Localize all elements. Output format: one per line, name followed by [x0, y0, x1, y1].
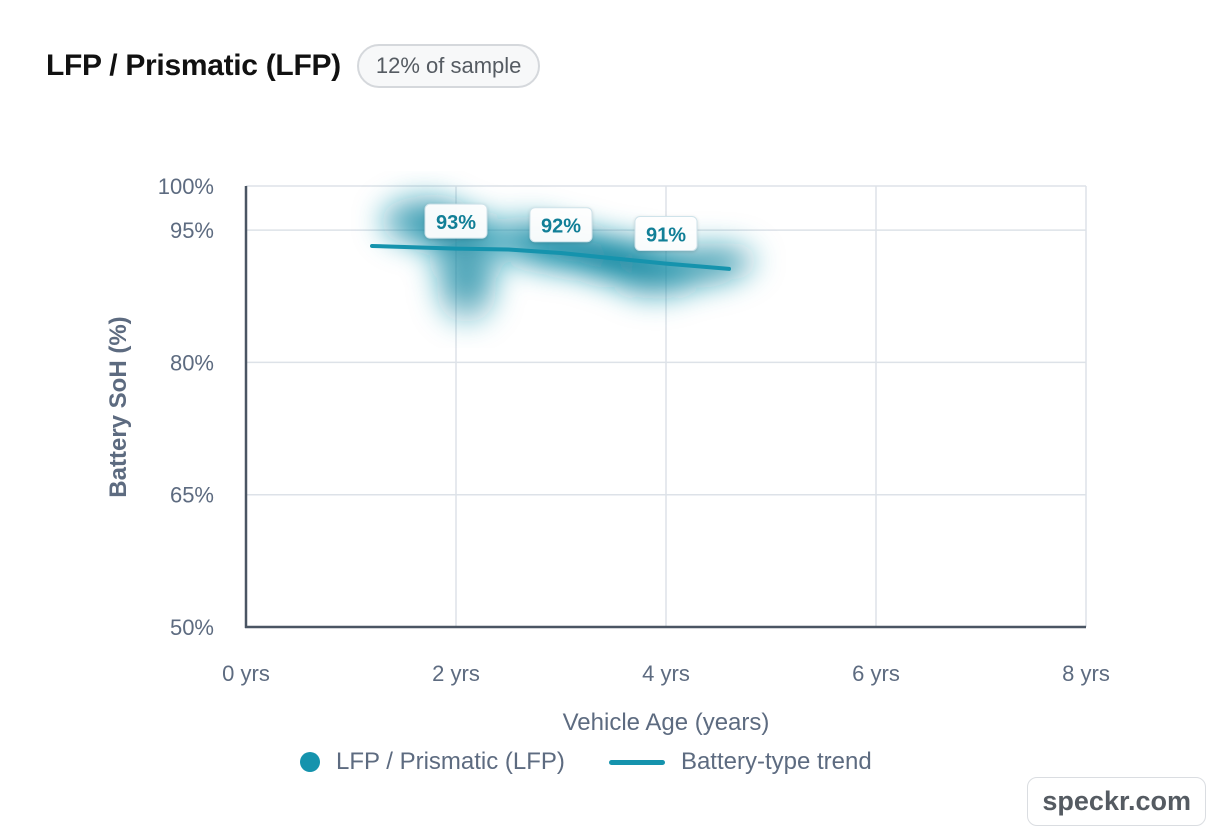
trend-line: [370, 243, 731, 271]
y-axis-label: Battery SoH (%): [105, 316, 132, 497]
x-tick-label: 0 yrs: [222, 661, 270, 686]
legend-dot-icon: [300, 752, 320, 772]
x-tick-label: 4 yrs: [642, 661, 690, 686]
point-label-text: 92%: [541, 216, 581, 238]
trend-layer: [370, 243, 731, 271]
point-label: 92%: [529, 207, 593, 243]
x-tick-label: 2 yrs: [432, 661, 480, 686]
legend-series-label: LFP / Prismatic (LFP): [336, 748, 565, 775]
chart-header: LFP / Prismatic (LFP) 12% of sample: [46, 44, 541, 88]
point-label-text: 93%: [436, 212, 476, 234]
axes: 50% 65% 80% 95% 100% 0 yrs 2 yrs 4 yrs 6 yrs 8 yr…: [158, 174, 1110, 686]
point-label: 93%: [424, 203, 488, 239]
y-tick-label: 80%: [170, 350, 214, 375]
point-label: 91%: [634, 216, 698, 252]
point-label-text: 91%: [646, 225, 686, 247]
x-axis-label: Vehicle Age (years): [563, 709, 770, 736]
y-tick-label: 65%: [170, 483, 214, 508]
point-label-box: [634, 216, 698, 252]
y-tick-label: 50%: [170, 615, 214, 640]
point-label-box: [529, 207, 593, 243]
legend-trend-label: Battery-type trend: [680, 748, 872, 775]
density-core: [714, 251, 744, 271]
y-tick-label: 95%: [170, 218, 214, 243]
chart-title: LFP / Prismatic (LFP): [46, 49, 341, 82]
point-label-box: [424, 203, 488, 239]
legend-line-icon: [608, 759, 665, 765]
y-tick-label: 100%: [158, 174, 214, 199]
x-tick-label: 6 yrs: [852, 661, 900, 686]
density-core: [451, 276, 482, 308]
chart-legend: LFP / Prismatic (LFP) Battery-type trend: [300, 748, 872, 776]
watermark-logo: speckr.com: [1027, 777, 1206, 826]
x-tick-label: 8 yrs: [1062, 661, 1110, 686]
point-labels: 93% 92% 91%: [424, 203, 698, 252]
sample-share-badge: 12% of sample: [356, 44, 541, 88]
